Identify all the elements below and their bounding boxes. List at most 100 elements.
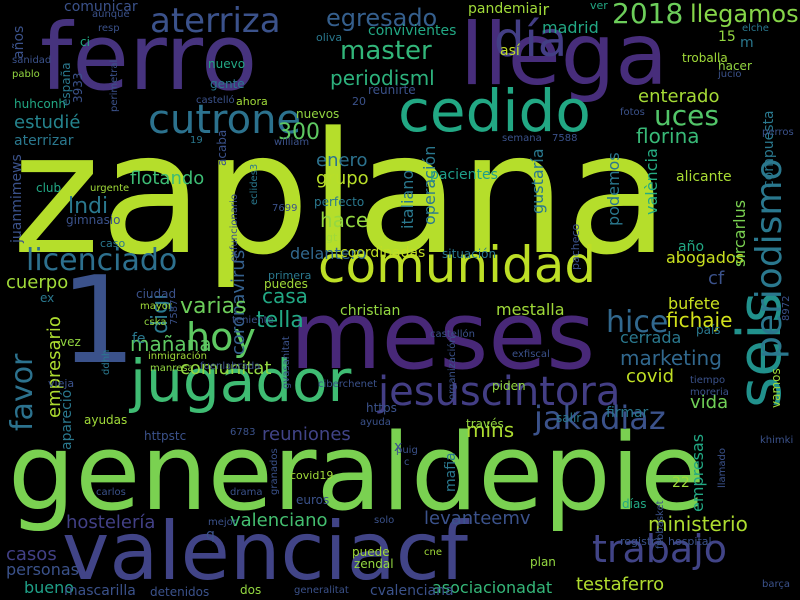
word-cska: cska (144, 317, 167, 328)
word-jucio: jucio (718, 69, 742, 80)
word-hacer: hacer (718, 59, 752, 73)
word-registra: registra (620, 535, 663, 548)
word-euros: euros (296, 493, 330, 507)
word-llegamos: llegamos (690, 0, 799, 28)
word-ahora: ahora (236, 95, 268, 108)
word-7588: 7588 (552, 133, 578, 144)
word-covid19: covid19 (290, 469, 334, 482)
word-semana: semana (502, 133, 542, 144)
word-lndi: lndi (68, 194, 109, 219)
word-jakadiaz: jakadiaz (534, 399, 666, 437)
word-ci: ci (80, 35, 90, 49)
word-hice: hice (606, 305, 669, 340)
word-gt: gt (326, 231, 338, 244)
word-mestalla: mestalla (496, 300, 565, 319)
word-podemos: podemos (604, 152, 623, 226)
word-mins: mins (466, 418, 515, 442)
word-licenciado: licenciado (26, 243, 178, 278)
word-master: master (340, 36, 432, 66)
word-pacheco: pacheco (569, 223, 582, 270)
word-khimki: khimki (760, 435, 794, 446)
word-19: 19 (190, 135, 203, 146)
word-cf: cf (708, 268, 725, 289)
word-hoy: hoy (186, 315, 256, 359)
word-eclides3: eclides3 (249, 163, 260, 205)
word-generalitat: generalitat (294, 585, 349, 596)
word-ex: ex (40, 291, 55, 305)
word-situacion: situación (442, 247, 497, 261)
word-mascarilla: mascarilla (64, 583, 136, 599)
word-vamos: vamos (769, 368, 783, 408)
word-bueno: bueno (24, 578, 75, 597)
word-8972: 8972 (781, 295, 792, 321)
word-puedes: puedes (264, 277, 308, 291)
word-asociacionadat: asociacionadat (432, 578, 553, 597)
word-huhconh: huhconh (14, 97, 66, 111)
word-marketing: marketing (620, 346, 722, 370)
word-meses: meses (290, 282, 596, 391)
word-operacion: operación (420, 145, 439, 225)
word-moreria: moreria (690, 387, 729, 398)
word-cne: cne (424, 547, 442, 558)
word-traves: través (466, 417, 504, 431)
word-ciudad: ciudad (136, 287, 177, 301)
word-ministerio: ministerio (648, 512, 748, 536)
word-nuevo: nuevo (208, 57, 246, 71)
word-favor: favor (5, 353, 40, 431)
word-detenidos: detenidos (150, 585, 210, 599)
word-castello: castelló (196, 95, 235, 106)
word-exfuncionario: exfuncionario (229, 194, 240, 262)
word-coordinadas: coordinadas (340, 245, 426, 261)
word-personas: personas (6, 560, 79, 579)
word-pais: país (696, 323, 721, 337)
word-22: 22 (672, 475, 690, 491)
word-c: c (404, 457, 410, 468)
word-christian: christian (340, 303, 401, 319)
word-cuerpo: cuerpo (6, 272, 69, 293)
word-zaplana: zaplana (12, 96, 669, 292)
word-dias: días (622, 497, 647, 511)
word-7587: 7587 (169, 299, 180, 325)
word-granados: granados (269, 448, 280, 495)
word-m: m (740, 35, 754, 51)
word-fotos: fotos (620, 107, 645, 118)
word-cedido: cedido (398, 77, 591, 145)
word-300: 300 (278, 120, 320, 145)
word-6783: 6783 (230, 427, 256, 438)
word-juanmimews: juanmimews (9, 154, 25, 243)
word-valenciacf: valenciacf (62, 505, 468, 598)
word-perfecto: perfecto (314, 195, 365, 209)
word-generaldepie: generaldepie (8, 411, 706, 534)
word-aunque: aunque (92, 9, 130, 20)
word-manana: mañana (130, 332, 212, 356)
word-club: club (36, 181, 62, 195)
word-elche: elche (742, 23, 769, 34)
word-hosteleria: hostelería (66, 512, 156, 533)
word-casa: casa (262, 284, 308, 308)
word-grupo: grupo (316, 168, 369, 189)
word-reunirte: reunirte (368, 83, 416, 97)
word-periodismo: periodismo (749, 158, 790, 359)
word-testaferro: testaferro (576, 574, 665, 595)
word-sanidad: sanidad (12, 55, 52, 66)
word-uces: uces (654, 99, 719, 132)
word-abogados: abogados (666, 248, 744, 267)
word-cutrone: cutrone (148, 97, 302, 143)
word-estudie: estudié (14, 112, 81, 133)
word-exfiscal: exfiscal (512, 349, 550, 360)
word-periodisml: periodisml (330, 66, 435, 90)
word-egresado: egresado (326, 4, 438, 32)
word-aterriza: aterriza (150, 1, 281, 41)
word-cerrada: cerrada (620, 328, 682, 347)
word-barca: barça (762, 579, 790, 590)
word-solo: solo (374, 515, 395, 526)
word-valencia: valència (642, 148, 661, 215)
word-hospital: hospital (668, 535, 712, 548)
word-fuenlabrada: fuenlabrada (200, 361, 261, 372)
word-alicante: alicante (676, 169, 732, 185)
word-cvalenciana: cvalenciana (370, 583, 454, 599)
word-gimnasio: gimnasio (66, 213, 121, 227)
word-empresas: empresas (688, 433, 707, 512)
word-1: 1 (60, 252, 137, 391)
word-inmigracion: inmigración (148, 351, 207, 362)
